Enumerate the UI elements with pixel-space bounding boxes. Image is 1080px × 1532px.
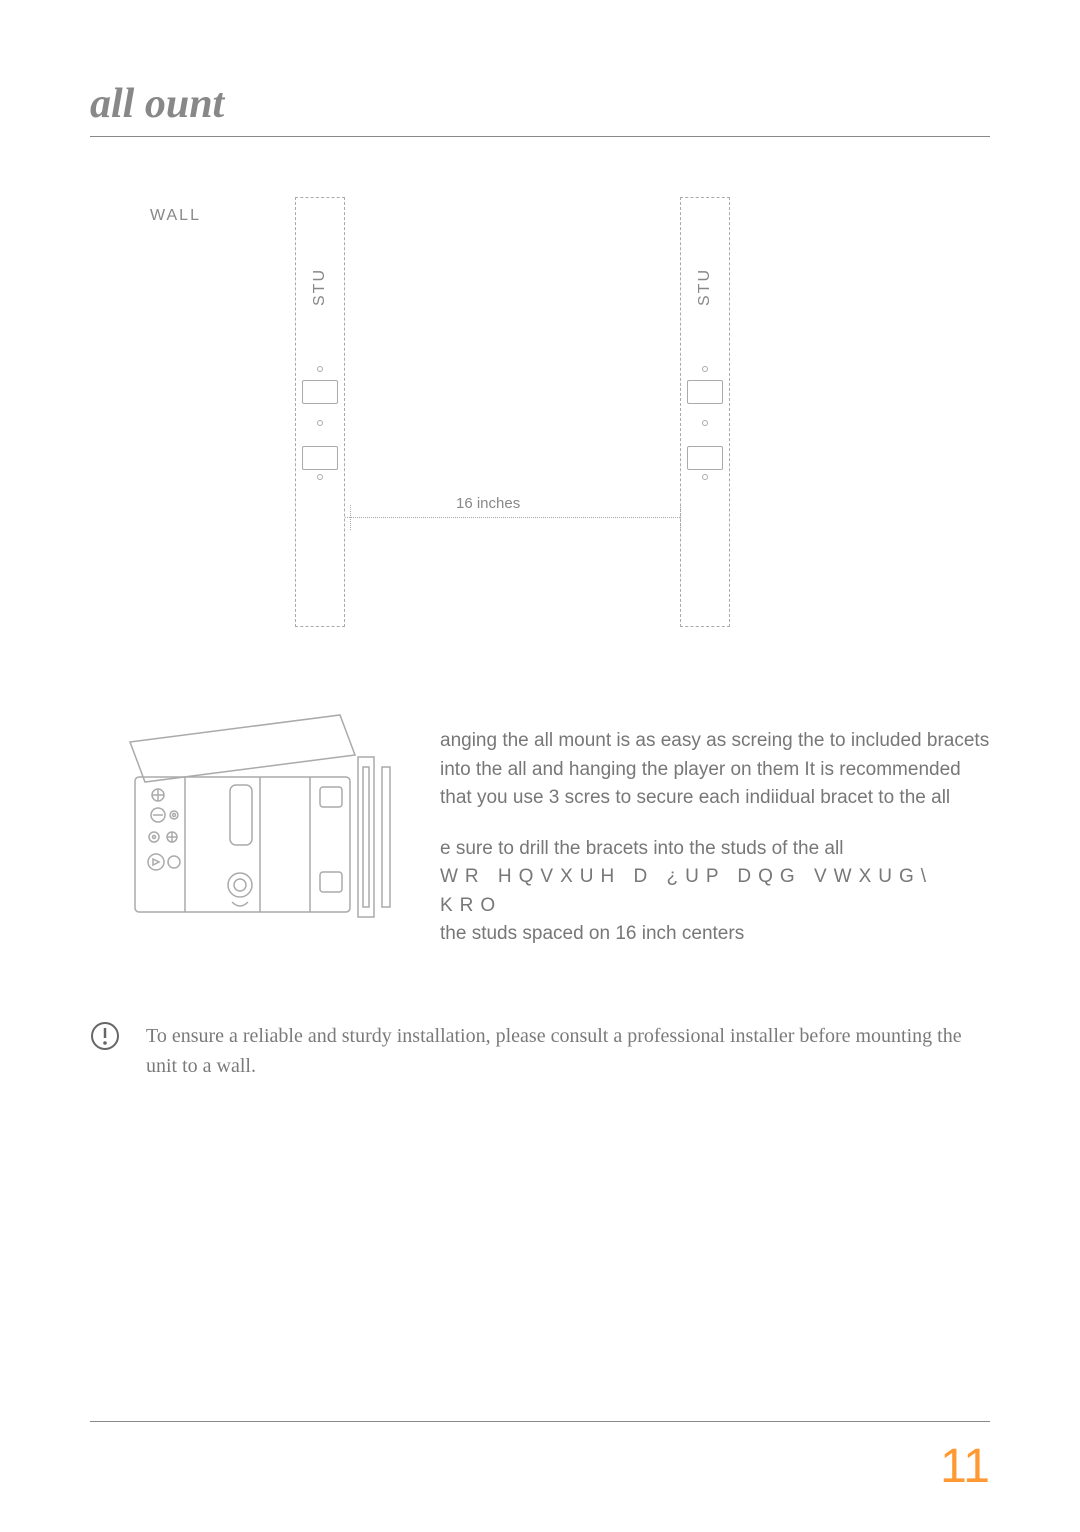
instruction-text: anging the all mount is as easy as screi… <box>440 707 990 971</box>
stud-left-label: STU <box>311 268 329 306</box>
screw-hole <box>317 474 323 480</box>
spacing-label: 16 inches <box>450 495 526 512</box>
screw-hole <box>702 474 708 480</box>
screw-hole <box>317 366 323 372</box>
dim-tick-right <box>680 505 681 530</box>
device-illustration <box>110 707 400 927</box>
bracket-upper <box>302 380 338 404</box>
wall-label: WALL <box>150 207 201 225</box>
page-number: 11 <box>940 1439 990 1494</box>
warning-icon <box>90 1021 120 1051</box>
paragraph-2: e sure to drill the bracets into the stu… <box>440 835 990 949</box>
paragraph-1: anging the all mount is as easy as screi… <box>440 727 990 813</box>
warning-note: To ensure a reliable and sturdy installa… <box>90 1021 990 1081</box>
screw-hole <box>317 420 323 426</box>
dim-line <box>345 517 680 518</box>
bracket-lower <box>687 446 723 470</box>
bracket-lower <box>302 446 338 470</box>
wall-stud-diagram: WALL STU STU 16 inches <box>190 197 890 627</box>
page-title: all ount <box>90 80 990 137</box>
stud-right: STU <box>680 197 730 627</box>
p2-line2: WR HQVXUH D ¿UP DQG VWXUG\ KRO <box>440 866 933 916</box>
p2-line3: the studs spaced on 16 inch centers <box>440 923 744 944</box>
footer-rule <box>90 1421 990 1422</box>
screw-hole <box>702 420 708 426</box>
p2-line1: e sure to drill the bracets into the stu… <box>440 838 843 859</box>
warning-text: To ensure a reliable and sturdy installa… <box>146 1021 990 1081</box>
stud-left: STU <box>295 197 345 627</box>
bracket-upper <box>687 380 723 404</box>
screw-hole <box>702 366 708 372</box>
stud-right-label: STU <box>696 268 714 306</box>
